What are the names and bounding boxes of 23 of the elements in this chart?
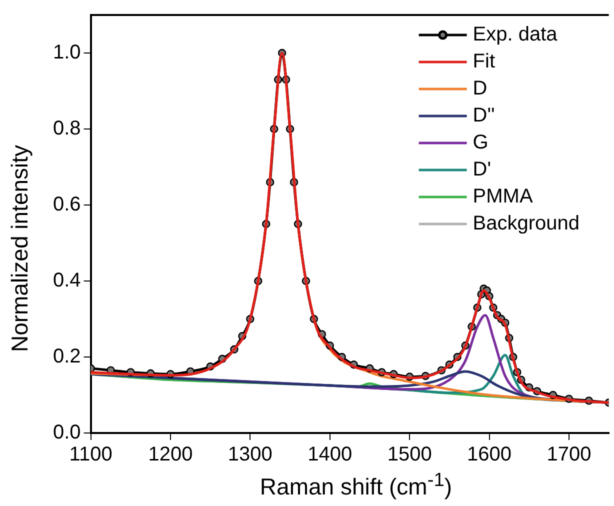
x-axis-title: Raman shift (cm$^{-1}$) (258, 470, 454, 501)
legend-label: PMMA (472, 186, 534, 208)
x-tick-label: 1300 (228, 444, 272, 466)
x-tick-label: 1700 (546, 444, 592, 466)
y-tick-label: 0.2 (52, 346, 81, 368)
x-tick-label: 1200 (148, 444, 193, 466)
y-tick-label: 0.6 (52, 194, 81, 216)
legend-label: Fit (472, 50, 496, 73)
legend-label: D' (472, 158, 492, 181)
legend-label: Background (472, 212, 580, 235)
y-tick-label: 0.4 (52, 270, 81, 292)
legend-label: G (472, 132, 488, 154)
legend-label: D (472, 78, 488, 100)
x-tick-label: 1100 (69, 444, 112, 466)
y-tick-label: 1.0 (52, 42, 81, 64)
y-tick-label: 0.0 (52, 422, 81, 444)
x-tick-label: 1400 (308, 444, 352, 466)
legend-label: D'' (472, 104, 495, 127)
legend-label: Exp. data (472, 24, 558, 46)
y-axis-title: Normalized intensity (6, 144, 34, 354)
x-tick-label: 1600 (467, 444, 512, 466)
y-tick-label: 0.8 (52, 118, 81, 140)
x-tick-label: 1500 (387, 444, 432, 466)
